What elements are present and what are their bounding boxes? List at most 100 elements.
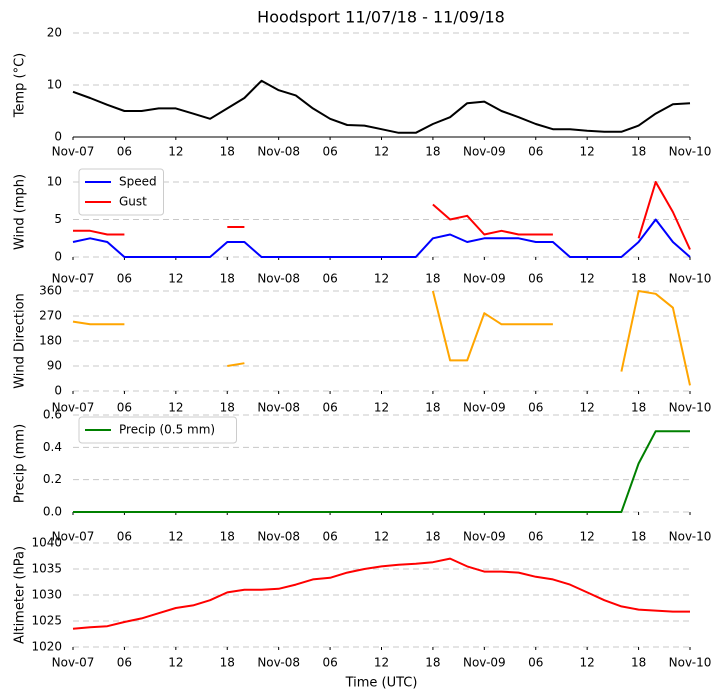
x-tick-label: 18 [220, 401, 235, 415]
y-tick-label: 0 [54, 384, 62, 398]
x-tick-label: 12 [168, 145, 183, 159]
x-tick-label: 12 [374, 145, 389, 159]
y-tick-label: 180 [39, 334, 62, 348]
x-tick-label: 06 [322, 401, 337, 415]
y-tick-label: 1040 [31, 536, 62, 550]
x-axis-label: Time (UTC) [345, 676, 418, 691]
x-tick-label: 12 [580, 145, 595, 159]
x-tick-label: 06 [528, 272, 543, 286]
x-tick-label: 12 [374, 530, 389, 544]
legend: Precip (0.5 mm) [78, 416, 237, 444]
x-tick-label: Nov-08 [257, 145, 300, 159]
y-tick-label: 0.0 [43, 505, 62, 519]
x-tick-label: 12 [374, 401, 389, 415]
y-axis-label: Wind Direction [13, 293, 28, 389]
y-tick-label: 90 [47, 359, 62, 373]
x-tick-label: Nov-08 [257, 530, 300, 544]
x-tick-label: 06 [322, 145, 337, 159]
legend-box [78, 416, 237, 444]
x-tick-label: Nov-07 [52, 656, 95, 670]
chart-title: Hoodsport 11/07/18 - 11/09/18 [257, 8, 505, 27]
y-tick-label: 0.6 [43, 408, 62, 422]
x-tick-label: 06 [117, 656, 132, 670]
x-tick-label: 18 [631, 272, 646, 286]
x-tick-label: Nov-10 [669, 530, 712, 544]
x-tick-label: Nov-10 [669, 401, 712, 415]
data-line [72, 557, 690, 630]
x-tick-label: 06 [117, 272, 132, 286]
y-tick-label: 1030 [31, 588, 62, 602]
data-line [73, 430, 690, 513]
x-tick-label: 06 [322, 272, 337, 286]
x-tick-label: Nov-09 [463, 401, 506, 415]
x-tick-label: Nov-09 [463, 145, 506, 159]
y-tick-label: 0 [54, 250, 62, 264]
y-tick-label: 0.2 [43, 472, 62, 486]
x-tick-label: 06 [117, 145, 132, 159]
x-tick-label: Nov-09 [463, 530, 506, 544]
legend-box [78, 168, 164, 216]
x-tick-label: Nov-08 [257, 401, 300, 415]
data-line [73, 181, 691, 250]
x-tick-label: 18 [425, 656, 440, 670]
x-tick-label: 12 [168, 530, 183, 544]
x-tick-label: 06 [528, 145, 543, 159]
x-tick-label: 12 [580, 401, 595, 415]
x-tick-label: 18 [220, 656, 235, 670]
x-tick-label: Nov-07 [52, 530, 95, 544]
legend-label: Precip (0.5 mm) [119, 423, 215, 437]
legend-label: Gust [119, 195, 147, 209]
y-axis-label: Temp (°C) [13, 53, 28, 119]
x-tick-label: 06 [117, 530, 132, 544]
x-tick-label: 06 [322, 656, 337, 670]
y-tick-label: 20 [47, 26, 62, 40]
x-tick-label: Nov-10 [669, 272, 712, 286]
x-tick-label: 18 [631, 401, 646, 415]
x-tick-label: 18 [425, 272, 440, 286]
x-tick-label: 18 [631, 145, 646, 159]
y-tick-label: 10 [47, 175, 62, 189]
x-tick-label: Nov-09 [463, 656, 506, 670]
x-tick-label: Nov-08 [257, 656, 300, 670]
x-tick-label: 06 [322, 530, 337, 544]
x-tick-label: 18 [425, 145, 440, 159]
x-tick-label: 18 [220, 272, 235, 286]
x-tick-label: 18 [425, 530, 440, 544]
legend: Speed Gust [78, 168, 164, 216]
x-tick-label: Nov-09 [463, 272, 506, 286]
data-line [72, 290, 691, 386]
x-tick-label: 06 [528, 530, 543, 544]
y-tick-label: 270 [39, 309, 62, 323]
x-tick-label: 18 [425, 401, 440, 415]
y-tick-label: 1025 [31, 614, 62, 628]
x-tick-label: 12 [580, 530, 595, 544]
y-tick-label: 1035 [31, 562, 62, 576]
x-tick-label: 12 [580, 272, 595, 286]
x-tick-label: Nov-10 [669, 656, 712, 670]
x-tick-label: 18 [220, 530, 235, 544]
x-tick-label: 12 [374, 656, 389, 670]
x-tick-label: 12 [168, 656, 183, 670]
x-tick-label: Nov-10 [669, 145, 712, 159]
x-tick-label: Nov-07 [52, 145, 95, 159]
x-tick-label: 18 [220, 145, 235, 159]
x-tick-label: 12 [168, 401, 183, 415]
x-tick-label: 12 [374, 272, 389, 286]
x-tick-label: 12 [580, 656, 595, 670]
x-tick-label: Nov-07 [52, 401, 95, 415]
y-axis-label: Altimeter (hPa) [13, 546, 28, 644]
x-tick-label: Nov-07 [52, 272, 95, 286]
x-tick-label: 06 [528, 656, 543, 670]
legend-label: Speed [119, 175, 157, 189]
x-tick-label: 06 [528, 401, 543, 415]
x-tick-label: 18 [631, 656, 646, 670]
x-tick-label: 18 [631, 530, 646, 544]
x-tick-label: 06 [117, 401, 132, 415]
data-line [72, 79, 691, 134]
data-line [72, 218, 691, 258]
y-axis-label: Wind (mph) [13, 174, 28, 250]
y-tick-label: 10 [47, 78, 62, 92]
y-tick-label: 0 [54, 130, 62, 144]
x-tick-label: Nov-08 [257, 272, 300, 286]
